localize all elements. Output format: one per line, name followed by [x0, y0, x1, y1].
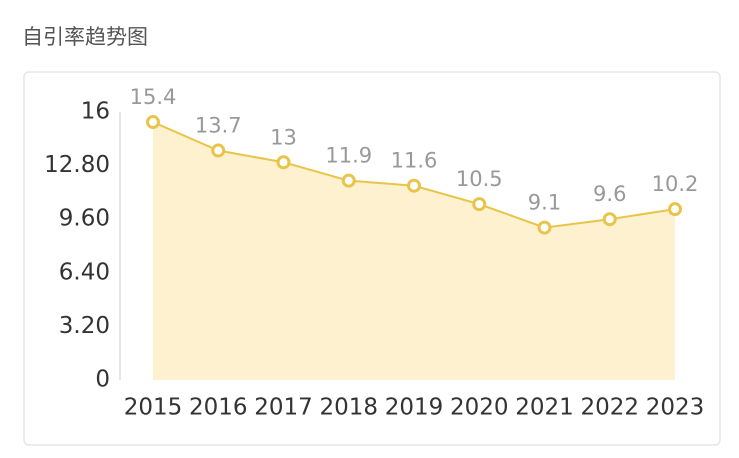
x-tick-label: 2023: [646, 395, 705, 421]
data-label: 13: [270, 125, 297, 149]
point: [602, 212, 617, 227]
data-label: 11.6: [391, 149, 438, 173]
data-label: 11.9: [325, 144, 372, 168]
y-tick-label: 3.20: [59, 313, 110, 339]
point: [146, 115, 160, 130]
x-tick-label: 2020: [450, 395, 509, 421]
point: [472, 197, 487, 212]
x-tick-label: 2015: [124, 395, 183, 421]
x-tick-label: 2021: [515, 395, 574, 421]
x-tick-label: 2016: [189, 395, 248, 421]
point: [407, 178, 421, 193]
data-label: 10.5: [456, 167, 503, 191]
x-tick-label: 2017: [254, 395, 313, 421]
point: [341, 173, 356, 188]
data-label: 13.7: [195, 114, 242, 138]
x-tick-label: 2019: [385, 395, 444, 421]
point: [276, 155, 291, 170]
y-tick-label: 0: [95, 367, 110, 393]
x-tick-label: 2018: [319, 395, 378, 421]
point: [537, 220, 552, 235]
x-tick-label: 2022: [580, 395, 639, 421]
area: [153, 122, 675, 381]
data-label: 10.2: [652, 172, 699, 196]
point: [668, 202, 682, 217]
y-tick-label: 9.60: [59, 206, 110, 232]
data-label: 9.6: [593, 182, 626, 206]
y-tick-label: 6.40: [59, 259, 110, 285]
y-tick-label: 12.80: [44, 152, 110, 178]
data-label: 15.4: [130, 85, 177, 109]
point: [211, 143, 226, 158]
chart-title: 自引率趋势图: [22, 25, 148, 49]
data-label: 9.1: [528, 191, 561, 215]
y-tick-label: 16: [81, 99, 110, 125]
